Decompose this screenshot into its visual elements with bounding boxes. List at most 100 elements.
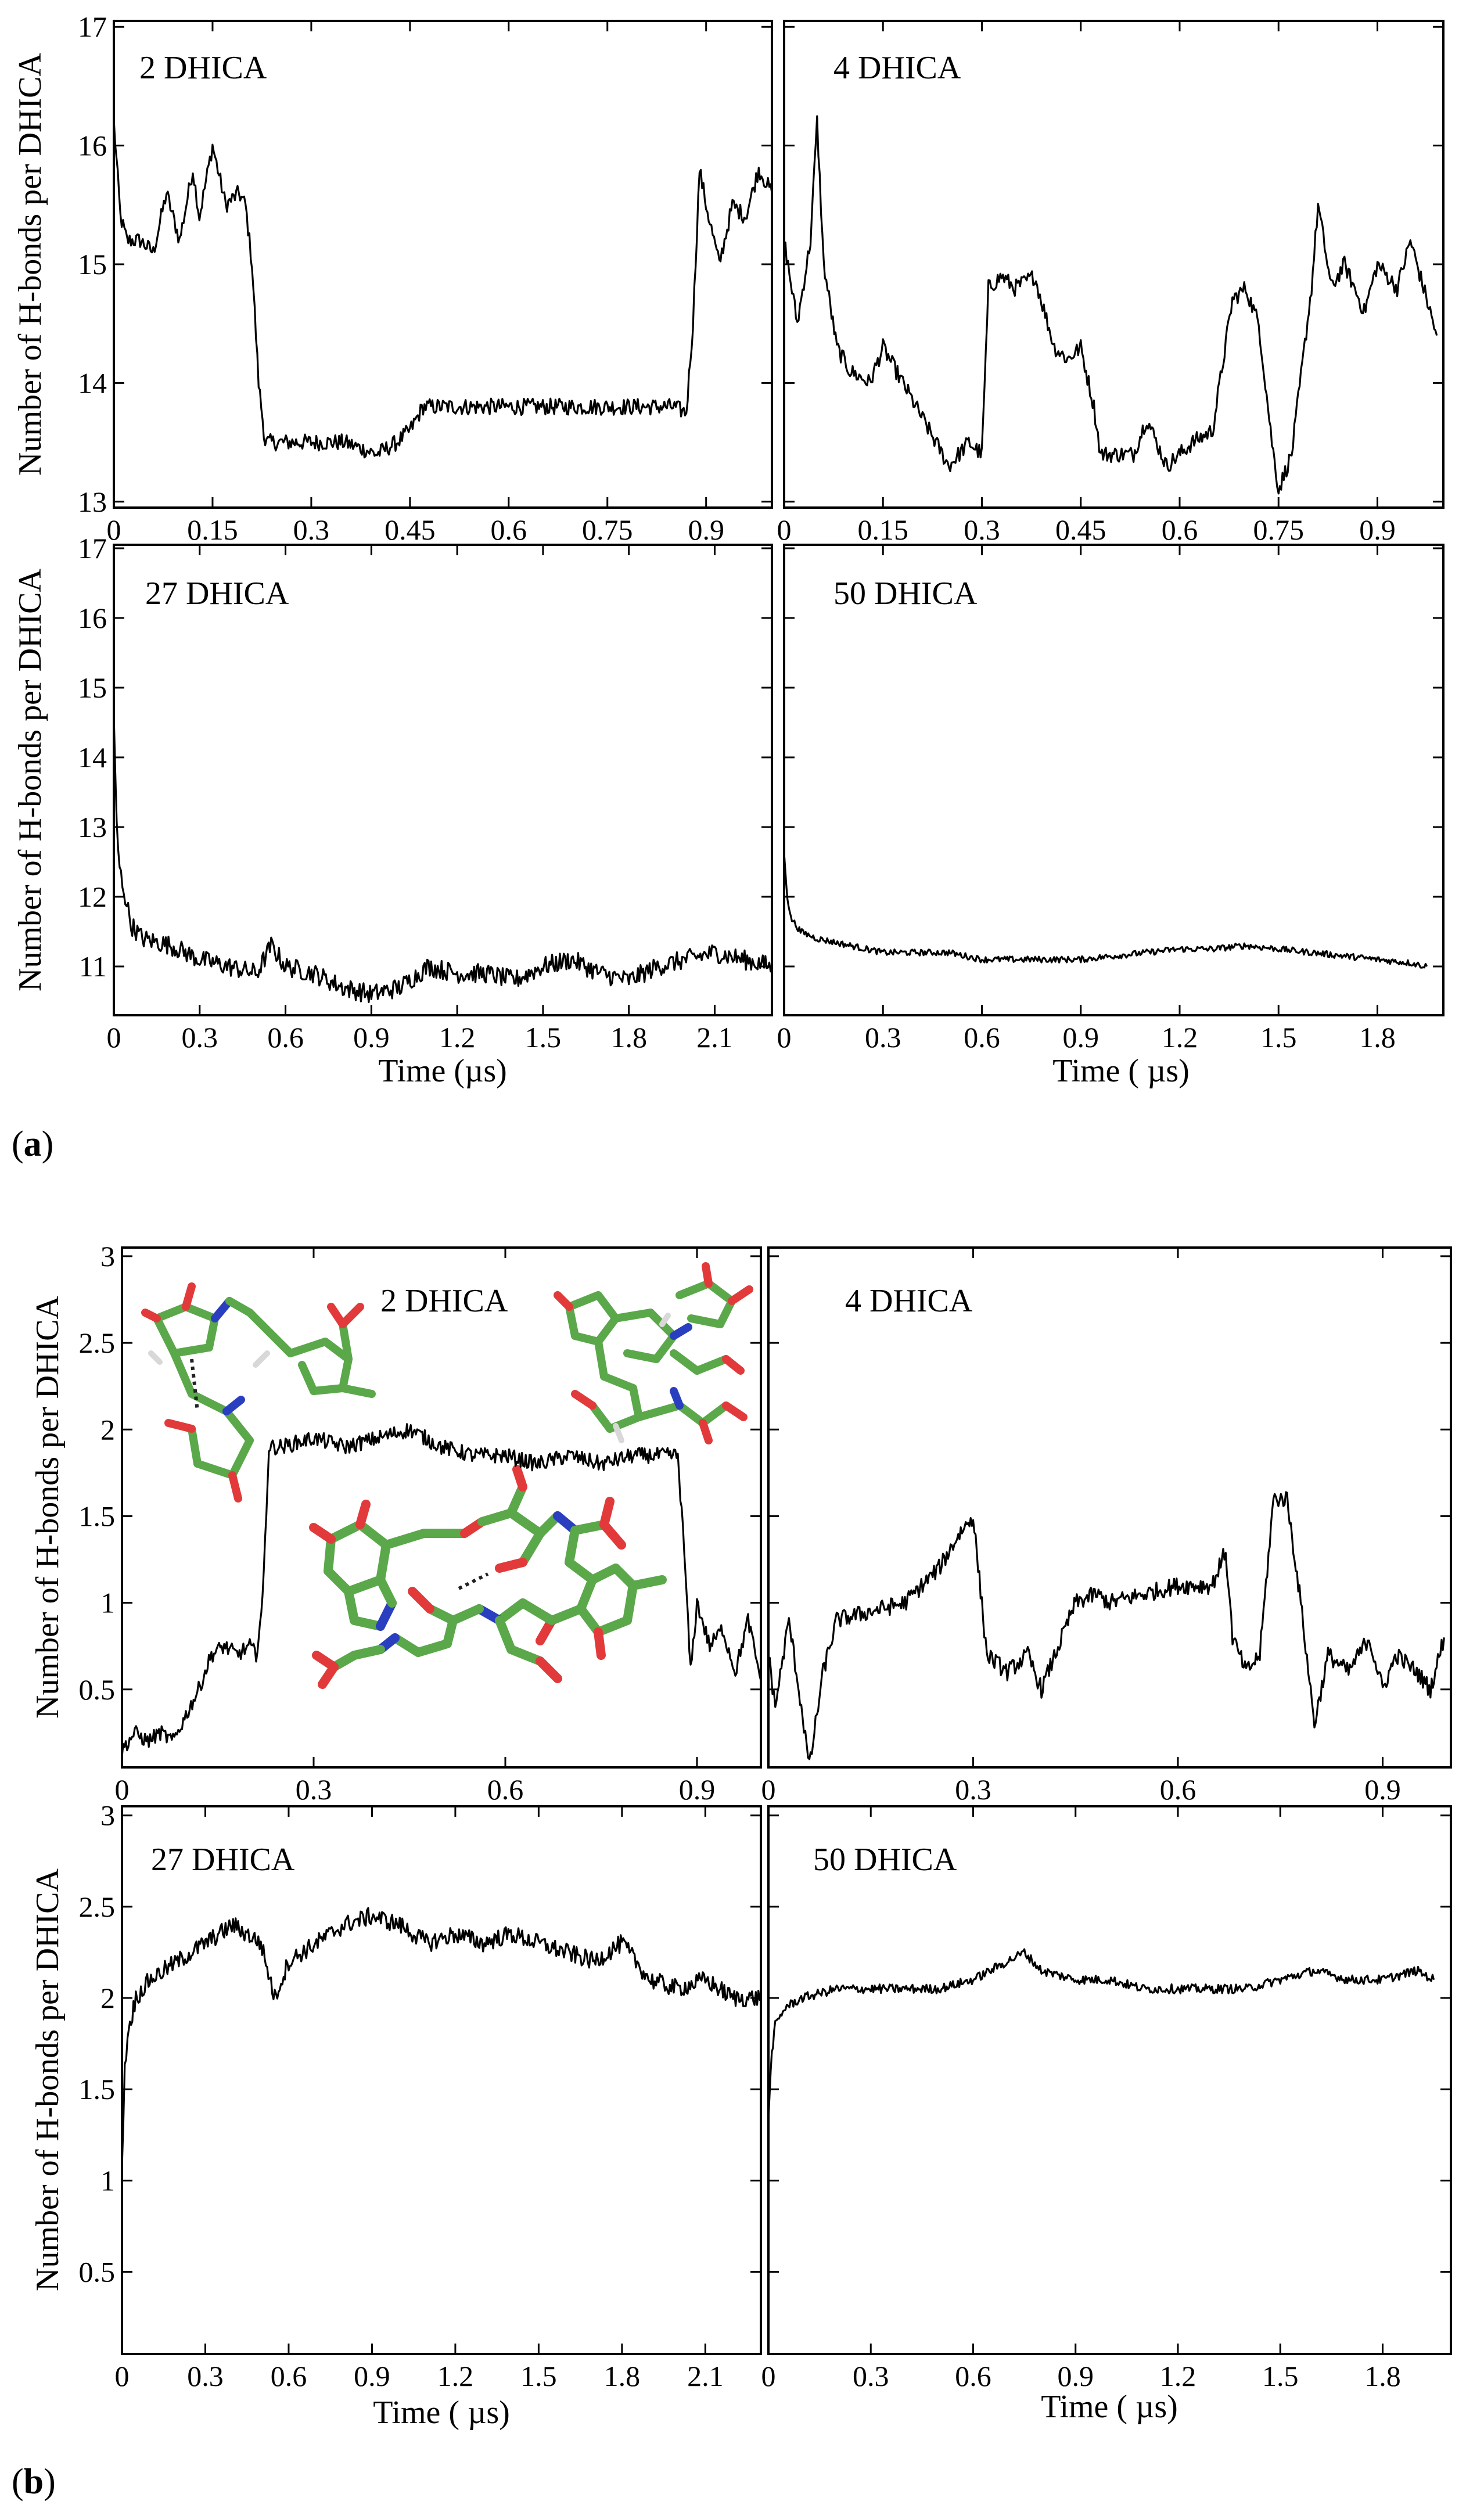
x-tick-label: 1.2 [1162, 1021, 1198, 1054]
y-tick-label: 3 [100, 1799, 115, 1832]
panel-frame-b-4 [767, 1246, 1452, 1769]
y-tick-label: 14 [78, 366, 107, 399]
y-tick-label: 13 [78, 811, 107, 843]
x-tick-label: 0.6 [271, 2360, 307, 2392]
x-tick-label: 0.3 [182, 1021, 218, 1054]
x-tick-label: 1.2 [1160, 2360, 1196, 2392]
x-tick-label: 1.5 [520, 2360, 557, 2392]
x-tick-label: 0.9 [354, 2360, 390, 2392]
y-tick-label: 17 [78, 10, 107, 43]
x-tick-label: 1.8 [1364, 2360, 1401, 2392]
y-tick-label: 15 [78, 671, 107, 704]
x-tick-label: 0.3 [296, 1773, 332, 1806]
x-axis-title-b-50: Time ( µs) [1041, 2389, 1178, 2425]
panel-frame-b-50 [767, 1805, 1452, 2355]
panel-frame-b-2 [121, 1246, 762, 1769]
x-axis-title-a-27: Time (µs) [378, 1053, 507, 1089]
dhica-dimer-structure-inset-left [141, 1282, 376, 1503]
chart-a-50: 0 0.3 0.6 0.9 1.2 1.5 1.8 50 DHICA [777, 545, 1443, 1054]
chart-b-27: 0 0.3 0.6 0.9 1.2 1.5 1.8 2.1 0.5 1 1.5 2 2.5 3 27 DHI… [79, 1799, 762, 2392]
x-tick-label: 0.6 [487, 1773, 524, 1806]
x-tick-label: 2.1 [696, 1021, 733, 1054]
y-tick-label: 13 [78, 486, 107, 518]
x-tick-label: 0.9 [1359, 513, 1396, 546]
x-tick-label: 0.9 [1058, 2360, 1094, 2392]
x-tick-label: 0.45 [1055, 513, 1106, 546]
y-tick-label: 3 [100, 1240, 115, 1273]
x-tick-label: 0.9 [1063, 1021, 1099, 1054]
x-tick-label: 0.3 [187, 2360, 224, 2392]
x-tick-label: 0 [115, 2360, 130, 2392]
x-tick-label: 0 [761, 2360, 776, 2392]
chart-b-4: 0 0.3 0.6 0.9 4 DHICA [761, 1248, 1451, 1806]
panel-frame-a-27 [113, 544, 773, 1016]
x-axis-title-a-50: Time ( µs) [1052, 1053, 1190, 1089]
x-axis-title-b-27: Time ( µs) [373, 2395, 510, 2431]
series-line-a-50 [783, 853, 1428, 969]
x-tick-label: 0.3 [964, 513, 1000, 546]
x-tick-label: 1.5 [525, 1021, 562, 1054]
x-tick-label: 0.3 [853, 2360, 889, 2392]
x-tick-label: 0.3 [955, 1773, 991, 1806]
chart-b-2: 0 0.3 0.6 0.9 0.5 1 1.5 2 2.5 3 2 DHICA [79, 1240, 762, 1806]
y-axis-title-b-bottom: Number of H-bonds per DHICA [30, 1868, 66, 2291]
panel-title-a-50: 50 DHICA [833, 576, 978, 612]
y-axis-title-b-top: Number of H-bonds per DHICA [30, 1296, 66, 1719]
x-tick-label: 0.6 [955, 2360, 991, 2392]
y-tick-label: 2 [100, 1413, 115, 1446]
subfigure-label-b: (b) [12, 2462, 56, 2502]
x-tick-label: 2.1 [687, 2360, 724, 2392]
x-tick-label: 0.9 [1364, 1773, 1401, 1806]
series-line-b-2 [121, 1423, 762, 1757]
x-tick-label: 0.15 [858, 513, 909, 546]
dhica-dimer-structure-inset-center [309, 1465, 667, 1689]
x-tick-label: 0.75 [582, 513, 633, 546]
panel-frame-a-4 [783, 20, 1445, 509]
x-tick-label: 0.6 [1160, 1773, 1196, 1806]
x-tick-label: 0.3 [865, 1021, 901, 1054]
x-tick-label: 0.6 [1162, 513, 1198, 546]
panel-title-a-27: 27 DHICA [145, 576, 289, 612]
x-tick-label: 0.9 [688, 513, 724, 546]
x-tick-label: 0.6 [267, 1021, 304, 1054]
panel-title-a-2: 2 DHICA [139, 50, 267, 86]
x-tick-label: 0 [107, 1021, 121, 1054]
x-tick-label: 1.8 [610, 1021, 647, 1054]
x-tick-label: 1.2 [437, 2360, 474, 2392]
x-tick-label: 0.9 [353, 1021, 390, 1054]
x-tick-label: 0 [777, 513, 792, 546]
series-line-a-2 [113, 119, 773, 459]
series-line-b-4 [767, 1491, 1445, 1760]
y-tick-label: 12 [78, 880, 107, 913]
y-tick-label: 15 [78, 248, 107, 281]
x-tick-label: 0.3 [293, 513, 330, 546]
chart-a-4: 0 0.15 0.3 0.45 0.6 0.75 0.9 4 DHICA [777, 21, 1443, 546]
panel-frame-b-27 [121, 1805, 762, 2355]
y-tick-label: 1 [100, 2164, 115, 2197]
y-tick-label: 14 [78, 741, 107, 774]
x-tick-label: 1.2 [439, 1021, 476, 1054]
chart-a-2: 0 0.15 0.3 0.45 0.6 0.75 0.9 13 14 15 16 17 2 DHICA [78, 10, 773, 546]
x-tick-label: 1.8 [1359, 1021, 1396, 1054]
panel-title-b-4: 4 DHICA [845, 1283, 973, 1319]
chart-a-27: 0 0.3 0.6 0.9 1.2 1.5 1.8 2.1 11 12 13 14 15 16 17 27 D… [78, 532, 773, 1054]
y-tick-label: 2 [100, 1982, 115, 2014]
y-tick-label: 16 [78, 130, 107, 162]
y-axis-title-a-bottom: Number of H-bonds per DHICA [12, 569, 48, 991]
x-tick-label: 0 [761, 1773, 776, 1806]
panel-frame-a-2 [113, 20, 773, 509]
y-tick-label: 1 [100, 1587, 115, 1619]
x-tick-label: 0 [115, 1773, 130, 1806]
x-tick-label: 0 [777, 1021, 792, 1054]
panel-frame-a-50 [783, 544, 1445, 1016]
x-tick-label: 0.6 [491, 513, 527, 546]
dhica-tetramer-structure-inset-right [554, 1262, 753, 1444]
y-tick-label: 1.5 [79, 2073, 116, 2105]
series-line-a-4 [784, 115, 1438, 495]
y-tick-label: 11 [79, 950, 107, 983]
y-tick-label: 16 [78, 602, 107, 634]
x-tick-label: 0.15 [187, 513, 238, 546]
x-tick-label: 1.5 [1262, 2360, 1299, 2392]
